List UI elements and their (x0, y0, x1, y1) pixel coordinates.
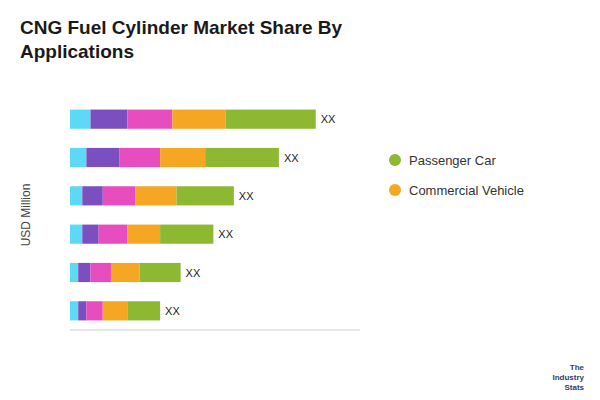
watermark-line: The (570, 363, 585, 372)
bar-segment (70, 263, 78, 282)
bar-end-label: XX (284, 152, 299, 164)
bar-segment (103, 301, 128, 320)
bar-segment (111, 263, 140, 282)
bar-segment (82, 225, 98, 244)
bar-segment (172, 110, 225, 129)
bar-end-label: XX (165, 305, 180, 317)
bar-segment (82, 186, 102, 205)
legend-marker (389, 184, 401, 196)
legend-marker (389, 154, 401, 166)
watermark: TheIndustryStats (552, 363, 584, 392)
bar-end-label: XX (218, 228, 233, 240)
legend-label: Passenger Car (409, 153, 496, 168)
bar-end-label: XX (186, 267, 201, 279)
bar-segment (70, 148, 86, 167)
bar-segment (127, 301, 160, 320)
bar-segment (78, 263, 90, 282)
bar-segment (140, 263, 181, 282)
bar-segment (205, 148, 279, 167)
bar-segment (70, 186, 82, 205)
bar-segment (160, 148, 205, 167)
chart: CNG Fuel Cylinder Market Share By Applica… (0, 0, 600, 400)
bar-segment (160, 225, 213, 244)
watermark-line: Stats (564, 383, 584, 392)
bar-end-label: XX (321, 113, 336, 125)
y-axis-label: USD Million (19, 184, 33, 247)
bar-segment (86, 301, 102, 320)
title-line: CNG Fuel Cylinder Market Share By (20, 17, 342, 38)
legend-label: Commercial Vehicle (409, 183, 524, 198)
bar-segment (90, 263, 110, 282)
x-axis-line (70, 330, 360, 331)
watermark-line: Industry (552, 373, 584, 382)
bar-segment (70, 225, 82, 244)
bar-segment (103, 186, 136, 205)
bar-segment (90, 110, 127, 129)
bar-segment (99, 225, 128, 244)
title-line: Applications (20, 41, 134, 62)
bar-segment (226, 110, 316, 129)
bar-segment (78, 301, 86, 320)
bar-segment (119, 148, 160, 167)
bar-segment (70, 301, 78, 320)
bars (70, 110, 316, 321)
bar-end-label: XX (239, 190, 254, 202)
bar-segment (127, 225, 160, 244)
bar-segment (86, 148, 119, 167)
bar-segment (136, 186, 177, 205)
bar-segment (70, 110, 90, 129)
bar-segment (127, 110, 172, 129)
bar-segment (176, 186, 233, 205)
title: CNG Fuel Cylinder Market Share By Applica… (20, 17, 342, 62)
